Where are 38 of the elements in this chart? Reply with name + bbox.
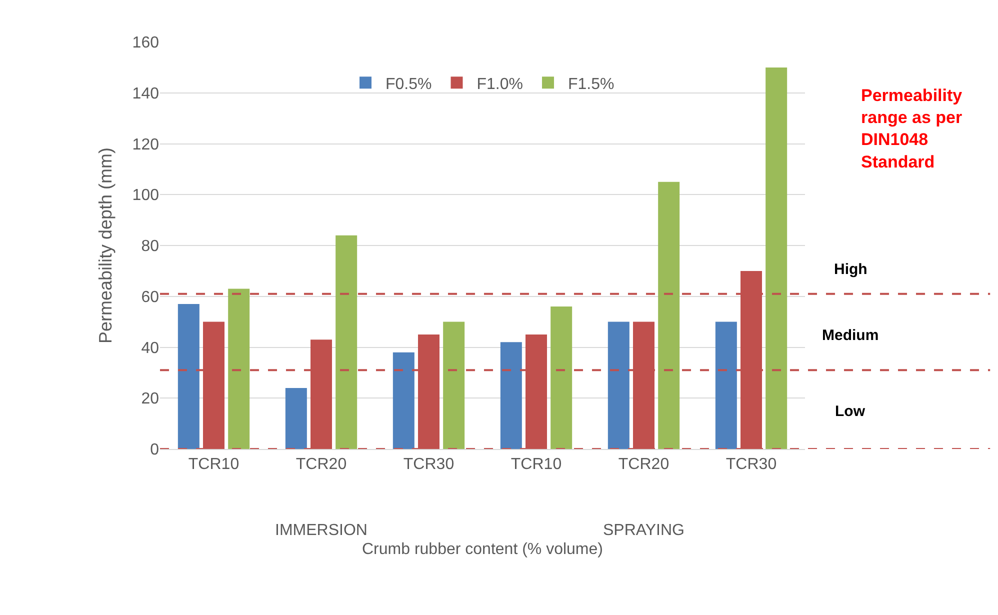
x-tick-label: TCR10 bbox=[188, 456, 240, 474]
text: Permeability range as per DIN1048 Standard bbox=[861, 86, 963, 172]
y-tick-label: 60 bbox=[141, 288, 160, 306]
x-tick-label: TCR30 bbox=[726, 456, 777, 474]
x-axis-title: Crumb rubber content (% volume) bbox=[362, 540, 603, 558]
legend-label: F0.5% bbox=[386, 76, 432, 93]
x-tick-label: TCR10 bbox=[510, 456, 562, 474]
y-tick-label: 120 bbox=[132, 136, 160, 154]
y-tick-label: 0 bbox=[150, 442, 160, 459]
bar bbox=[392, 352, 414, 449]
bar bbox=[715, 322, 737, 449]
y-tick-label: 160 bbox=[132, 34, 160, 52]
legend-label: F1.5% bbox=[568, 76, 614, 93]
legend-label: F1.0% bbox=[476, 76, 523, 93]
text: IMMERSION bbox=[275, 522, 368, 539]
y-axis-title: Permeability depth (mm) bbox=[95, 147, 116, 344]
bar bbox=[178, 304, 200, 449]
bar bbox=[500, 342, 522, 449]
y-tick-label: 140 bbox=[132, 85, 160, 102]
y-tick-label: 20 bbox=[141, 390, 160, 408]
text: Low bbox=[835, 403, 866, 420]
x-tick-label: TCR20 bbox=[296, 456, 347, 474]
bar bbox=[550, 306, 572, 449]
bar bbox=[443, 322, 465, 449]
text: SPRAYING bbox=[603, 522, 684, 539]
y-tick-label: 100 bbox=[132, 187, 160, 204]
y-tick-label: 40 bbox=[141, 340, 160, 357]
bar bbox=[608, 322, 630, 449]
bar bbox=[336, 235, 358, 449]
bar bbox=[228, 288, 250, 449]
x-tick-label: TCR20 bbox=[618, 456, 670, 474]
y-tick-label: 80 bbox=[141, 238, 160, 256]
bar bbox=[766, 67, 788, 449]
bar bbox=[285, 388, 307, 449]
x-tick-label: TCR30 bbox=[403, 456, 454, 474]
text: Medium bbox=[822, 327, 879, 344]
bar bbox=[658, 182, 680, 449]
text: High bbox=[834, 261, 868, 278]
